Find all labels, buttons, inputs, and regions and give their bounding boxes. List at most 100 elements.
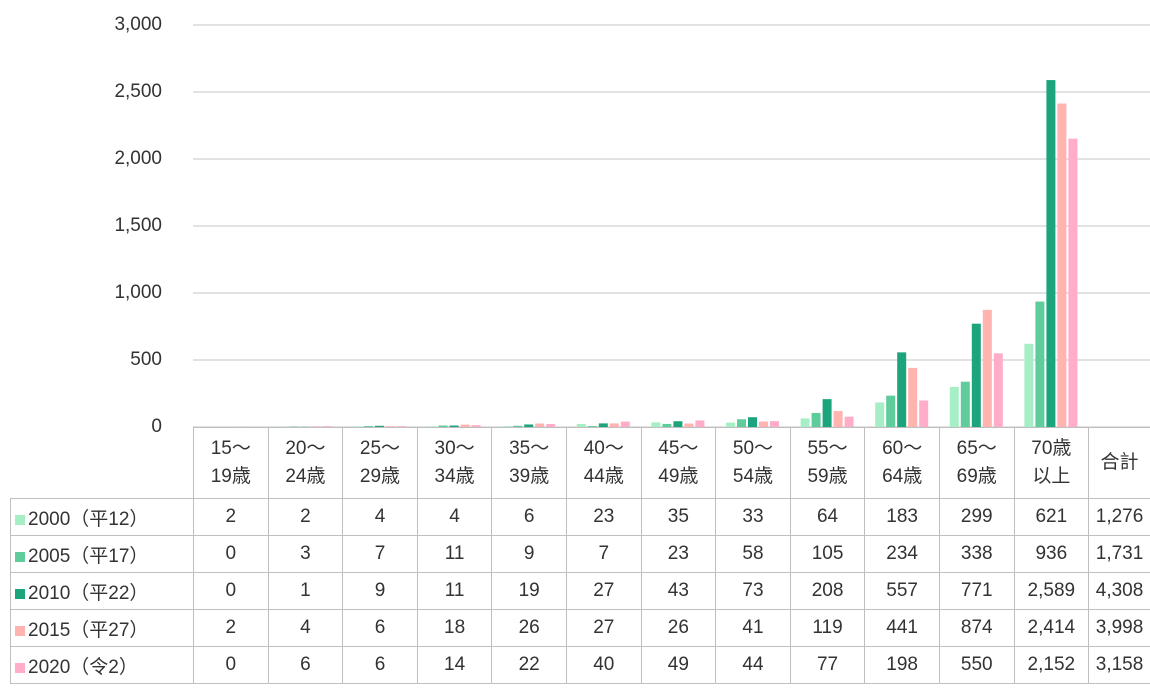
table-value: 105 [789, 535, 866, 573]
table-value: 11 [416, 535, 493, 573]
row-header: 2015（平27） [10, 609, 194, 647]
table-value: 19 [491, 572, 567, 610]
table-value: 2 [267, 498, 344, 536]
table-value: 299 [938, 498, 1015, 536]
x-tick-label: 50～ 54歳 [715, 427, 791, 499]
table-value: 64 [789, 498, 866, 536]
table-value: 6 [342, 646, 418, 684]
table-value: 23 [565, 498, 642, 536]
table-value: 6 [342, 609, 418, 647]
table-value: 2,152 [1013, 646, 1090, 684]
table-value: 621 [1013, 498, 1090, 536]
table-value: 550 [938, 646, 1015, 684]
bar [502, 426, 512, 427]
bar [397, 426, 406, 427]
legend-label: 2015（平27） [28, 619, 149, 641]
bar [460, 424, 470, 427]
bar [1035, 301, 1045, 427]
row-header: 2005（平17） [10, 535, 194, 573]
x-tick-label: 25～ 29歳 [342, 427, 418, 499]
table-value: 557 [864, 572, 940, 610]
bar [833, 411, 843, 427]
table-value: 1,731 [1088, 535, 1150, 573]
bar [587, 426, 597, 427]
table-value: 2,589 [1013, 572, 1090, 610]
bar [844, 416, 854, 427]
table-value: 0 [193, 646, 269, 684]
bar [546, 424, 556, 427]
table-value: 0 [193, 572, 269, 610]
bar [822, 399, 832, 427]
table-value: 7 [342, 535, 418, 573]
legend-label: 2005（平17） [28, 545, 149, 567]
table-row: 2005（平17） 0 3 7 11 9 7 23 58 105 234 338 936 1,731 [10, 535, 1150, 573]
bar [759, 421, 768, 427]
table-value: 198 [864, 646, 940, 684]
bar [471, 425, 481, 427]
x-tick-label: 45～ 49歳 [640, 427, 717, 499]
bar [513, 425, 523, 427]
bar [598, 423, 608, 427]
corner [11, 428, 194, 499]
table-value: 11 [416, 572, 493, 610]
table-value: 936 [1013, 535, 1090, 573]
bar [684, 423, 694, 427]
table-value: 27 [565, 572, 642, 610]
table-value: 4 [267, 609, 344, 647]
bar [576, 423, 586, 427]
table-value: 26 [640, 609, 717, 647]
bar [1046, 80, 1056, 427]
y-tick-label: 500 [130, 349, 162, 370]
bar [971, 323, 981, 427]
bar [908, 367, 918, 427]
x-tick-label: 70歳 以上 [1013, 427, 1090, 499]
table-value: 18 [416, 609, 493, 647]
bar [1057, 103, 1067, 428]
table-value: 27 [565, 609, 642, 647]
table-value: 4 [416, 498, 493, 536]
data-table: 15～ 19歳 20～ 24歳 25～ 29歳 30～ 34歳 35～ 39歳 40～ 4… [10, 427, 1150, 684]
table-value: 22 [491, 646, 567, 684]
table-value: 23 [640, 535, 717, 573]
table-value: 208 [789, 572, 866, 610]
table-value: 49 [640, 646, 717, 684]
table-value: 7 [565, 535, 642, 573]
bar [726, 422, 735, 427]
table-value: 874 [938, 609, 1015, 647]
bar [770, 421, 779, 427]
table-value: 771 [938, 572, 1015, 610]
table-value: 9 [491, 535, 567, 573]
table-value: 9 [342, 572, 418, 610]
x-tick-label: 合計 [1088, 427, 1150, 499]
header-row: 15～ 19歳 20～ 24歳 25～ 29歳 30～ 34歳 35～ 39歳 40～ 4… [11, 427, 1150, 499]
table-value: 441 [864, 609, 940, 647]
table-value: 73 [715, 572, 791, 610]
table-value: 338 [938, 535, 1015, 573]
row-header: 2020（令2） [10, 646, 194, 684]
table-value: 40 [565, 646, 642, 684]
bar [737, 419, 746, 427]
table-value: 234 [864, 535, 940, 573]
table-value: 43 [640, 572, 717, 610]
bar [897, 352, 907, 427]
y-tick-label: 0 [151, 416, 162, 437]
bar [919, 400, 929, 427]
legend-label: 2020（令2） [28, 656, 138, 678]
table-value: 3,998 [1088, 609, 1150, 647]
table-value: 3,158 [1088, 646, 1150, 684]
table-row: 2000（平12） 2 2 4 4 6 23 35 33 64 183 299 621 1,276 [10, 498, 1150, 536]
bar [609, 423, 619, 427]
legend-label: 2010（平22） [28, 582, 149, 604]
bar [695, 420, 705, 427]
bar [662, 423, 672, 427]
legend-swatch [15, 625, 25, 636]
table-value: 2,414 [1013, 609, 1090, 647]
bar [651, 422, 661, 427]
table-row: 2020（令2） 0 6 6 14 22 40 49 44 77 198 550 2,152 3,158 [10, 646, 1150, 684]
legend-swatch [15, 551, 25, 562]
bar [322, 426, 332, 427]
table-value: 183 [864, 498, 940, 536]
x-tick-label: 65～ 69歳 [938, 427, 1015, 499]
legend-label: 2000（平12） [28, 508, 149, 530]
